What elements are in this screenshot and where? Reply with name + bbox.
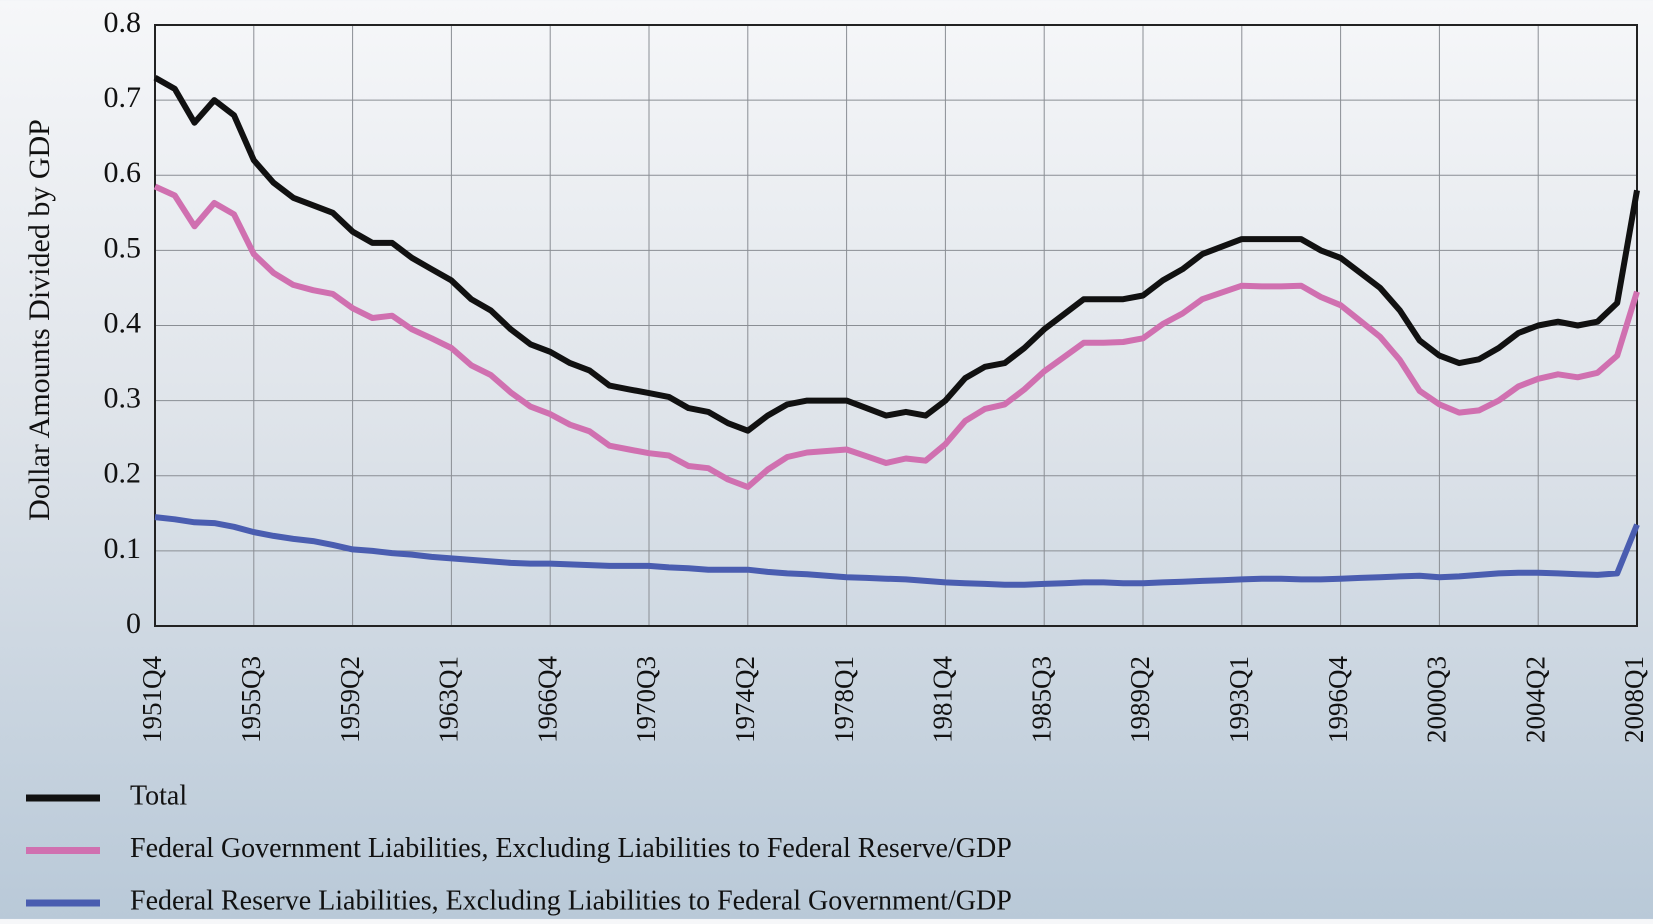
x-tick-label: 1959Q2 xyxy=(335,656,365,743)
x-tick-label: 1951Q4 xyxy=(137,656,167,743)
y-axis-label: Dollar Amounts Divided by GDP xyxy=(23,119,56,521)
y-tick-label: 0.5 xyxy=(104,231,142,264)
y-tick-label: 0.7 xyxy=(104,81,142,114)
x-tick-label: 1993Q1 xyxy=(1224,656,1254,743)
y-tick-label: 0.2 xyxy=(104,457,142,490)
x-tick-label: 1955Q3 xyxy=(236,656,266,743)
data-line xyxy=(153,183,1640,490)
y-tick-label: 0.6 xyxy=(104,156,142,189)
y-tick-label: 0.1 xyxy=(104,532,142,565)
x-tick-label: 1970Q3 xyxy=(631,656,661,743)
legend-label: Federal Reserve Liabilities, Excluding L… xyxy=(130,885,1012,916)
y-tick-label: 0.4 xyxy=(104,306,142,339)
plot-frame xyxy=(154,24,1638,627)
x-tick-label: 1978Q1 xyxy=(829,656,859,743)
x-tick-label: 1981Q4 xyxy=(928,656,958,743)
x-tick-label: 1963Q1 xyxy=(434,656,464,743)
x-tick-label: 2004Q2 xyxy=(1520,656,1550,743)
legend-label: Total xyxy=(130,780,187,811)
data-line xyxy=(154,514,1640,588)
data-line xyxy=(153,74,1640,434)
x-tick-label: 2008Q1 xyxy=(1619,656,1649,743)
y-tick-label: 0.3 xyxy=(104,382,142,415)
x-tick-label: 1966Q4 xyxy=(532,656,562,743)
x-tick-label: 2000Q3 xyxy=(1422,656,1452,743)
x-tick-label: 1989Q2 xyxy=(1125,656,1155,743)
x-tick-label: 1996Q4 xyxy=(1323,656,1353,743)
y-tick-label: 0.8 xyxy=(104,6,142,39)
legend-label: Federal Government Liabilities, Excludin… xyxy=(130,833,1012,864)
x-tick-label: 1985Q3 xyxy=(1026,656,1056,743)
x-tick-label: 1974Q2 xyxy=(730,656,760,743)
y-tick-label: 0 xyxy=(126,607,141,640)
